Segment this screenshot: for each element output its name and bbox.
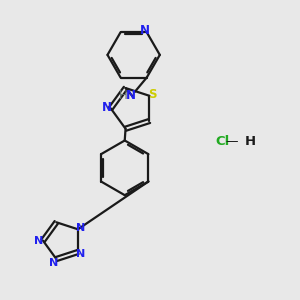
Text: H: H	[245, 135, 256, 148]
Text: N: N	[140, 24, 150, 37]
Text: S: S	[148, 88, 157, 100]
Text: Cl: Cl	[215, 135, 230, 148]
Text: N: N	[49, 258, 58, 268]
Text: —: —	[226, 135, 238, 148]
Text: N: N	[34, 236, 44, 246]
Text: N: N	[102, 101, 112, 114]
Text: H: H	[119, 89, 128, 102]
Text: N: N	[126, 89, 136, 102]
Text: N: N	[76, 249, 86, 260]
Text: N: N	[76, 223, 86, 233]
